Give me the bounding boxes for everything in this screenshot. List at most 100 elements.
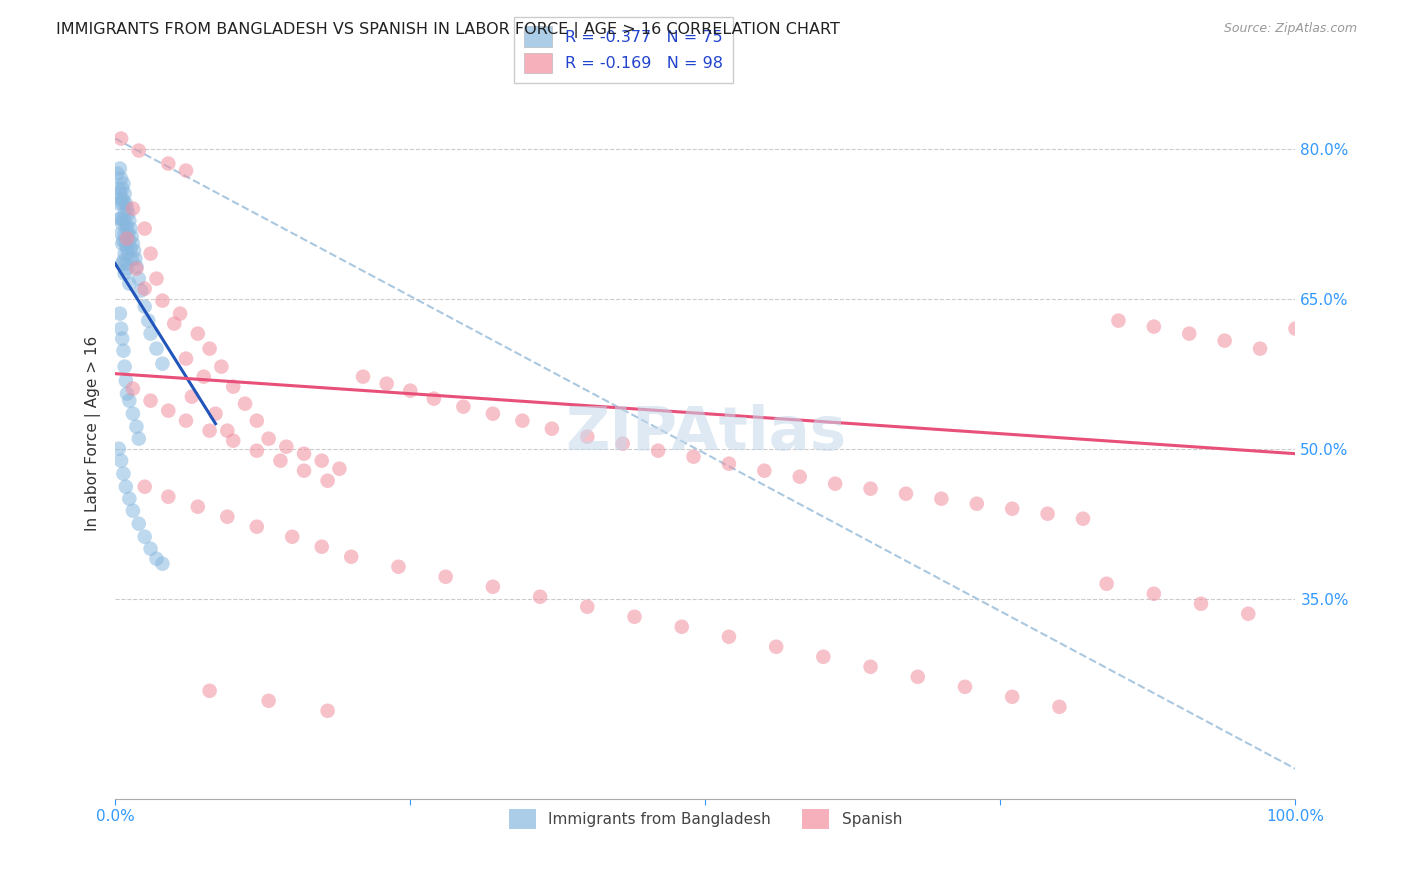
Point bbox=[108, 161, 131, 176]
Point bbox=[114, 359, 136, 374]
Point bbox=[1143, 319, 1166, 334]
Point bbox=[399, 384, 422, 398]
Point bbox=[107, 181, 129, 195]
Point bbox=[120, 221, 142, 235]
Point bbox=[112, 467, 135, 481]
Point bbox=[110, 131, 132, 145]
Point bbox=[623, 609, 645, 624]
Point bbox=[122, 382, 145, 396]
Y-axis label: In Labor Force | Age > 16: In Labor Force | Age > 16 bbox=[86, 336, 101, 532]
Point bbox=[169, 307, 191, 321]
Point bbox=[1178, 326, 1201, 341]
Point bbox=[754, 464, 776, 478]
Point bbox=[257, 694, 280, 708]
Point bbox=[281, 530, 304, 544]
Point bbox=[114, 217, 136, 231]
Point bbox=[115, 221, 138, 235]
Point bbox=[246, 414, 269, 428]
Point bbox=[966, 497, 988, 511]
Point bbox=[112, 177, 135, 191]
Point bbox=[107, 196, 129, 211]
Point bbox=[209, 359, 232, 374]
Point bbox=[124, 252, 146, 266]
Point bbox=[222, 379, 245, 393]
Point bbox=[112, 343, 135, 358]
Point bbox=[118, 213, 141, 227]
Point bbox=[128, 271, 150, 285]
Point bbox=[316, 704, 339, 718]
Point bbox=[145, 551, 167, 566]
Point bbox=[125, 419, 148, 434]
Point bbox=[789, 469, 811, 483]
Point bbox=[112, 234, 135, 248]
Point bbox=[112, 253, 135, 268]
Point bbox=[292, 447, 315, 461]
Point bbox=[122, 236, 145, 251]
Point bbox=[145, 342, 167, 356]
Point bbox=[193, 369, 215, 384]
Point bbox=[204, 407, 226, 421]
Point bbox=[157, 403, 180, 417]
Point bbox=[128, 144, 150, 158]
Point bbox=[107, 167, 129, 181]
Point bbox=[152, 557, 174, 571]
Point bbox=[115, 202, 138, 216]
Point bbox=[112, 213, 135, 227]
Point bbox=[122, 504, 145, 518]
Point bbox=[111, 196, 134, 211]
Point bbox=[1095, 576, 1118, 591]
Point bbox=[387, 559, 409, 574]
Text: IMMIGRANTS FROM BANGLADESH VS SPANISH IN LABOR FORCE | AGE > 16 CORRELATION CHAR: IMMIGRANTS FROM BANGLADESH VS SPANISH IN… bbox=[56, 22, 841, 38]
Point bbox=[139, 246, 162, 260]
Point bbox=[1249, 342, 1271, 356]
Point bbox=[114, 196, 136, 211]
Point bbox=[671, 620, 693, 634]
Point bbox=[859, 482, 882, 496]
Point bbox=[110, 171, 132, 186]
Point bbox=[198, 683, 221, 698]
Point bbox=[163, 317, 186, 331]
Point bbox=[1189, 597, 1212, 611]
Point bbox=[114, 186, 136, 201]
Point bbox=[423, 392, 446, 406]
Point bbox=[217, 509, 239, 524]
Point bbox=[375, 376, 398, 391]
Point bbox=[541, 422, 564, 436]
Point bbox=[717, 630, 740, 644]
Point bbox=[110, 192, 132, 206]
Point bbox=[859, 660, 882, 674]
Point bbox=[134, 300, 156, 314]
Point bbox=[114, 206, 136, 220]
Point bbox=[111, 236, 134, 251]
Point bbox=[117, 227, 139, 241]
Point bbox=[107, 442, 129, 456]
Point bbox=[1001, 501, 1024, 516]
Point bbox=[114, 236, 136, 251]
Point bbox=[174, 351, 197, 366]
Point bbox=[121, 252, 143, 266]
Point bbox=[576, 430, 599, 444]
Point bbox=[108, 186, 131, 201]
Point bbox=[125, 260, 148, 274]
Point bbox=[257, 432, 280, 446]
Point bbox=[352, 369, 374, 384]
Point bbox=[114, 227, 136, 241]
Point bbox=[198, 342, 221, 356]
Point bbox=[136, 313, 159, 327]
Point bbox=[717, 457, 740, 471]
Point bbox=[187, 326, 209, 341]
Point bbox=[276, 440, 298, 454]
Point bbox=[134, 282, 156, 296]
Point bbox=[108, 211, 131, 226]
Point bbox=[111, 257, 134, 271]
Point bbox=[114, 480, 136, 494]
Point bbox=[134, 480, 156, 494]
Point bbox=[813, 649, 835, 664]
Point bbox=[122, 244, 145, 258]
Point bbox=[434, 570, 457, 584]
Point bbox=[110, 227, 132, 241]
Point bbox=[529, 590, 551, 604]
Point bbox=[110, 211, 132, 226]
Point bbox=[111, 217, 134, 231]
Point bbox=[128, 516, 150, 531]
